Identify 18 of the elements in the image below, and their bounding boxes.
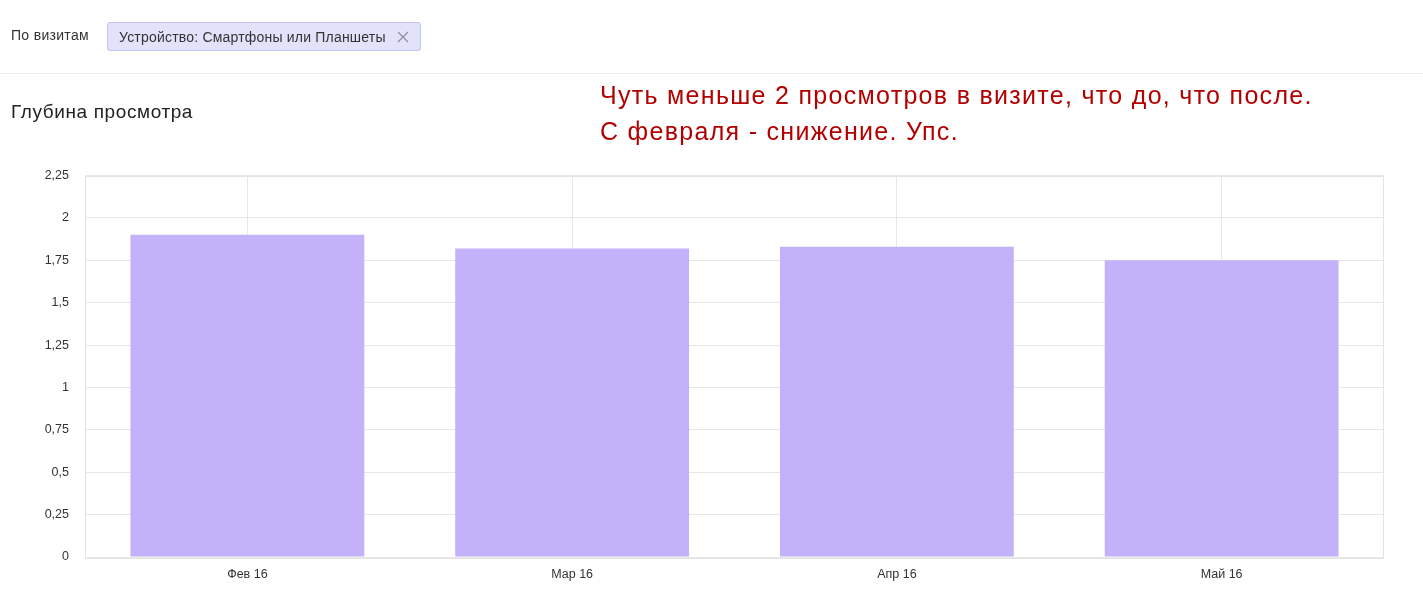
y-tick-label: 1,5 bbox=[51, 295, 70, 310]
x-tick-label: Мар 16 bbox=[551, 566, 594, 581]
y-tick-label: 1,25 bbox=[44, 337, 70, 352]
y-tick-label: 0,25 bbox=[44, 507, 70, 522]
y-tick-label: 0,5 bbox=[51, 464, 70, 479]
x-tick-label: Апр 16 bbox=[877, 566, 917, 581]
x-tick-label: Май 16 bbox=[1200, 566, 1243, 581]
filter-chip: Устройство: Смартфоны или Планшеты bbox=[107, 22, 421, 51]
chart-title: Глубина просмотра bbox=[11, 101, 194, 123]
y-tick-label: 2,25 bbox=[44, 167, 70, 182]
text: Чуть меньше 2 просмотров в визите, что до, что после. С февраля - снижение. Упс. bbox=[600, 80, 1313, 147]
y-tick-label: 0,75 bbox=[44, 422, 70, 437]
y-tick-label: 0 bbox=[62, 549, 70, 564]
text: По визитам bbox=[11, 27, 89, 43]
y-tick-label: 1,75 bbox=[44, 252, 70, 267]
x-tick-label: Фев 16 bbox=[227, 566, 268, 581]
y-tick-label: 2 bbox=[62, 210, 70, 225]
y-tick-label: 1 bbox=[62, 379, 70, 394]
